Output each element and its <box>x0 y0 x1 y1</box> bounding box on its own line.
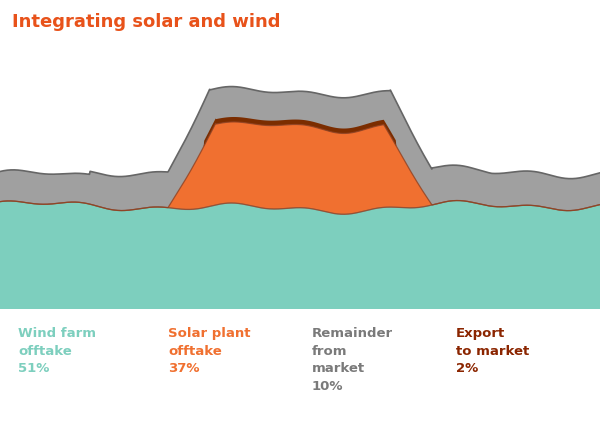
Text: Wind farm
offtake
51%: Wind farm offtake 51% <box>18 327 96 375</box>
Text: Integrating solar and wind: Integrating solar and wind <box>12 13 281 31</box>
Text: Remainder
from
market
10%: Remainder from market 10% <box>312 327 393 392</box>
Text: Solar plant
offtake
37%: Solar plant offtake 37% <box>168 327 251 375</box>
Text: Export
to market
2%: Export to market 2% <box>456 327 529 375</box>
